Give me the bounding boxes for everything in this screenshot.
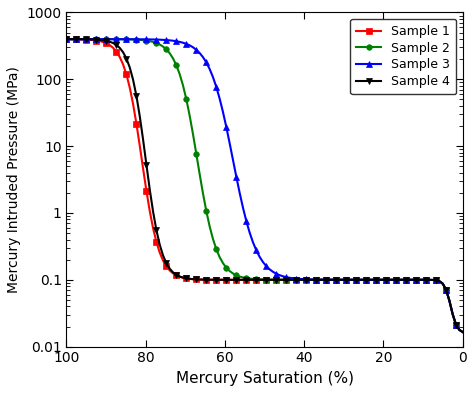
Sample 2	[170, 56, 176, 61]
Line: Sample 3: Sample 3	[64, 37, 465, 335]
Sample 4	[147, 187, 153, 191]
Sample 2	[377, 277, 383, 282]
Line: Sample 2: Sample 2	[64, 37, 465, 335]
Sample 1	[170, 271, 176, 275]
Sample 1	[337, 277, 342, 282]
Sample 3	[64, 37, 69, 42]
Sample 1	[64, 37, 69, 42]
Sample 2	[147, 39, 153, 44]
Sample 1	[460, 330, 465, 334]
Sample 1	[447, 298, 452, 303]
Sample 4	[337, 277, 342, 282]
Sample 2	[337, 277, 342, 282]
Sample 1	[283, 277, 289, 282]
Legend: Sample 1, Sample 2, Sample 3, Sample 4: Sample 1, Sample 2, Sample 3, Sample 4	[350, 19, 456, 94]
Sample 4	[377, 277, 383, 282]
Sample 3	[337, 277, 342, 282]
Sample 4	[64, 37, 69, 42]
Sample 2	[460, 330, 465, 334]
Line: Sample 1: Sample 1	[64, 37, 465, 335]
Sample 3	[460, 330, 465, 334]
Sample 3	[377, 277, 383, 282]
Sample 1	[377, 277, 383, 282]
Sample 4	[447, 298, 452, 303]
Sample 3	[170, 39, 176, 43]
Sample 4	[170, 270, 176, 275]
Sample 4	[283, 277, 289, 282]
Sample 4	[460, 330, 465, 334]
Sample 1	[147, 209, 153, 213]
Y-axis label: Mercury Intruded Pressure (MPa): Mercury Intruded Pressure (MPa)	[7, 66, 21, 293]
X-axis label: Mercury Saturation (%): Mercury Saturation (%)	[175, 371, 354, 386]
Sample 2	[64, 37, 69, 42]
Sample 3	[147, 37, 153, 42]
Line: Sample 4: Sample 4	[64, 37, 465, 335]
Sample 3	[447, 298, 452, 303]
Sample 2	[283, 277, 289, 282]
Sample 3	[283, 275, 289, 279]
Sample 2	[447, 298, 452, 303]
